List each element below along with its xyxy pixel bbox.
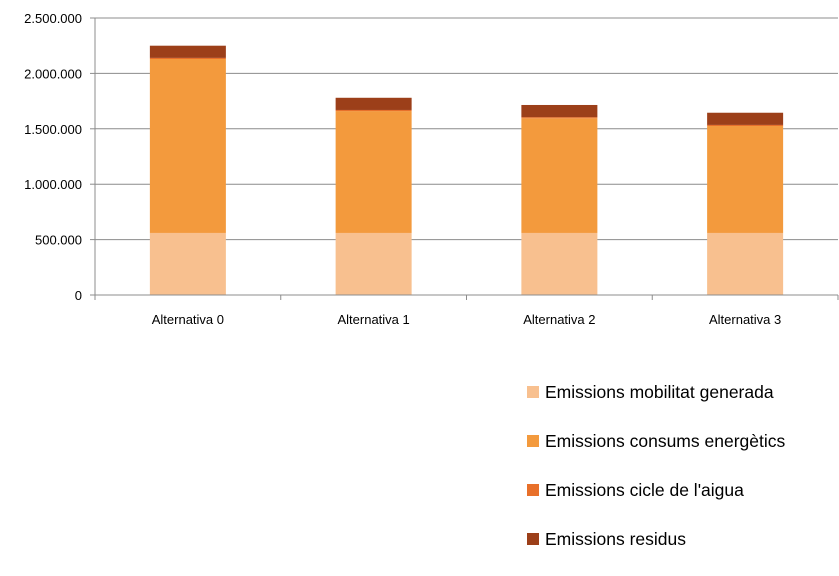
bar-segment-2 — [707, 126, 784, 233]
bar-segment-3 — [707, 124, 784, 127]
bar-segment-4 — [149, 45, 226, 58]
y-tick-label: 0 — [75, 288, 82, 303]
bar-segment-4 — [707, 112, 784, 125]
bar-segment-1 — [521, 232, 598, 295]
y-tick-label: 1.000.000 — [24, 177, 82, 192]
legend-label-mobilitat: Emissions mobilitat generada — [545, 381, 774, 402]
stacked-bar-chart: 0 500.000 1.000.000 1.500.000 2.000.000 2.500… — [24, 11, 839, 327]
legend: Emissions mobilitat generada Emissions c… — [527, 380, 785, 576]
legend-item-aigua: Emissions cicle de l'aigua — [527, 478, 785, 502]
bar-segment-2 — [149, 58, 226, 233]
bar-segment-2 — [335, 111, 412, 233]
legend-item-consums: Emissions consums energètics — [527, 429, 785, 453]
x-category-label: Alternativa 0 — [152, 312, 224, 327]
bar-segment-1 — [707, 232, 784, 295]
y-tick-label: 2.500.000 — [24, 11, 82, 26]
legend-label-aigua: Emissions cicle de l'aigua — [545, 479, 744, 500]
y-axis: 0 500.000 1.000.000 1.500.000 2.000.000 2.500… — [24, 11, 96, 303]
y-tick-label: 500.000 — [35, 233, 82, 248]
x-category-label: Alternativa 1 — [337, 312, 409, 327]
bar-segment-3 — [335, 109, 412, 112]
x-category-label: Alternativa 3 — [709, 312, 781, 327]
bar-segment-1 — [149, 232, 226, 295]
bar-segment-4 — [521, 104, 598, 118]
y-tick-label: 1.500.000 — [24, 122, 82, 137]
bar-segment-2 — [521, 118, 598, 233]
x-axis: Alternativa 0 Alternativa 1 Alternativa 2 A… — [94, 294, 839, 327]
x-category-label: Alternativa 2 — [523, 312, 595, 327]
bar-segment-1 — [335, 232, 412, 295]
legend-swatch-aigua — [527, 484, 539, 496]
bar-segment-3 — [149, 57, 226, 59]
legend-item-residus: Emissions residus — [527, 527, 785, 551]
legend-swatch-residus — [527, 533, 539, 545]
bars — [149, 45, 784, 295]
y-tick-label: 2.000.000 — [24, 66, 82, 81]
bar-segment-4 — [335, 97, 412, 110]
legend-swatch-consums — [527, 435, 539, 447]
legend-label-residus: Emissions residus — [545, 528, 687, 549]
bar-segment-3 — [521, 117, 598, 119]
legend-swatch-mobilitat — [527, 386, 539, 398]
legend-label-consums: Emissions consums energètics — [545, 430, 786, 451]
legend-item-mobilitat: Emissions mobilitat generada — [527, 380, 785, 404]
